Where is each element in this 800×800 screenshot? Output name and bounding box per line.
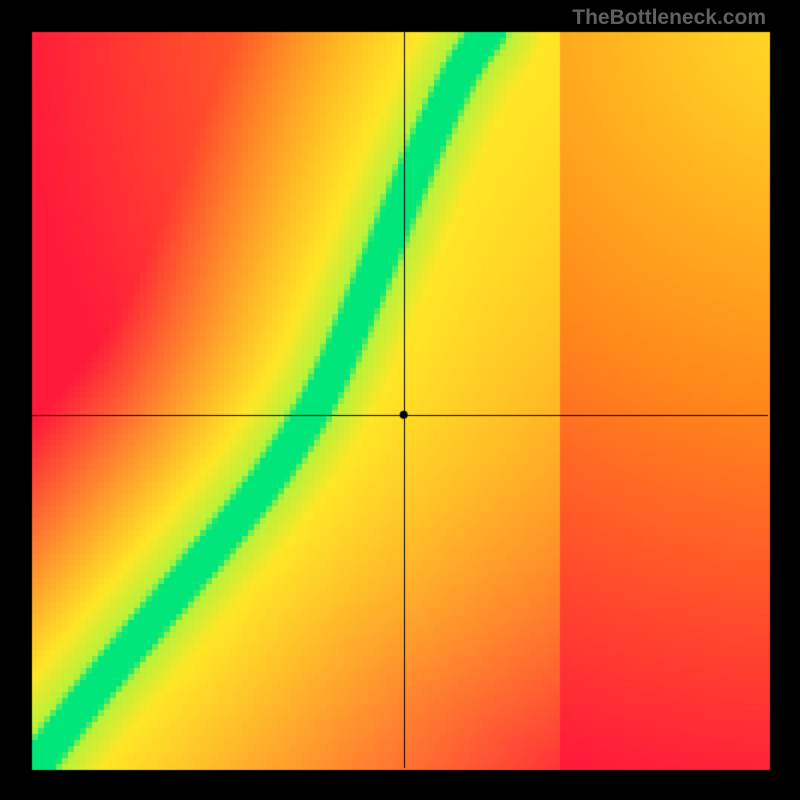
heatmap-canvas (0, 0, 800, 800)
watermark-text: TheBottleneck.com (572, 6, 766, 30)
chart-container: TheBottleneck.com (0, 0, 800, 800)
